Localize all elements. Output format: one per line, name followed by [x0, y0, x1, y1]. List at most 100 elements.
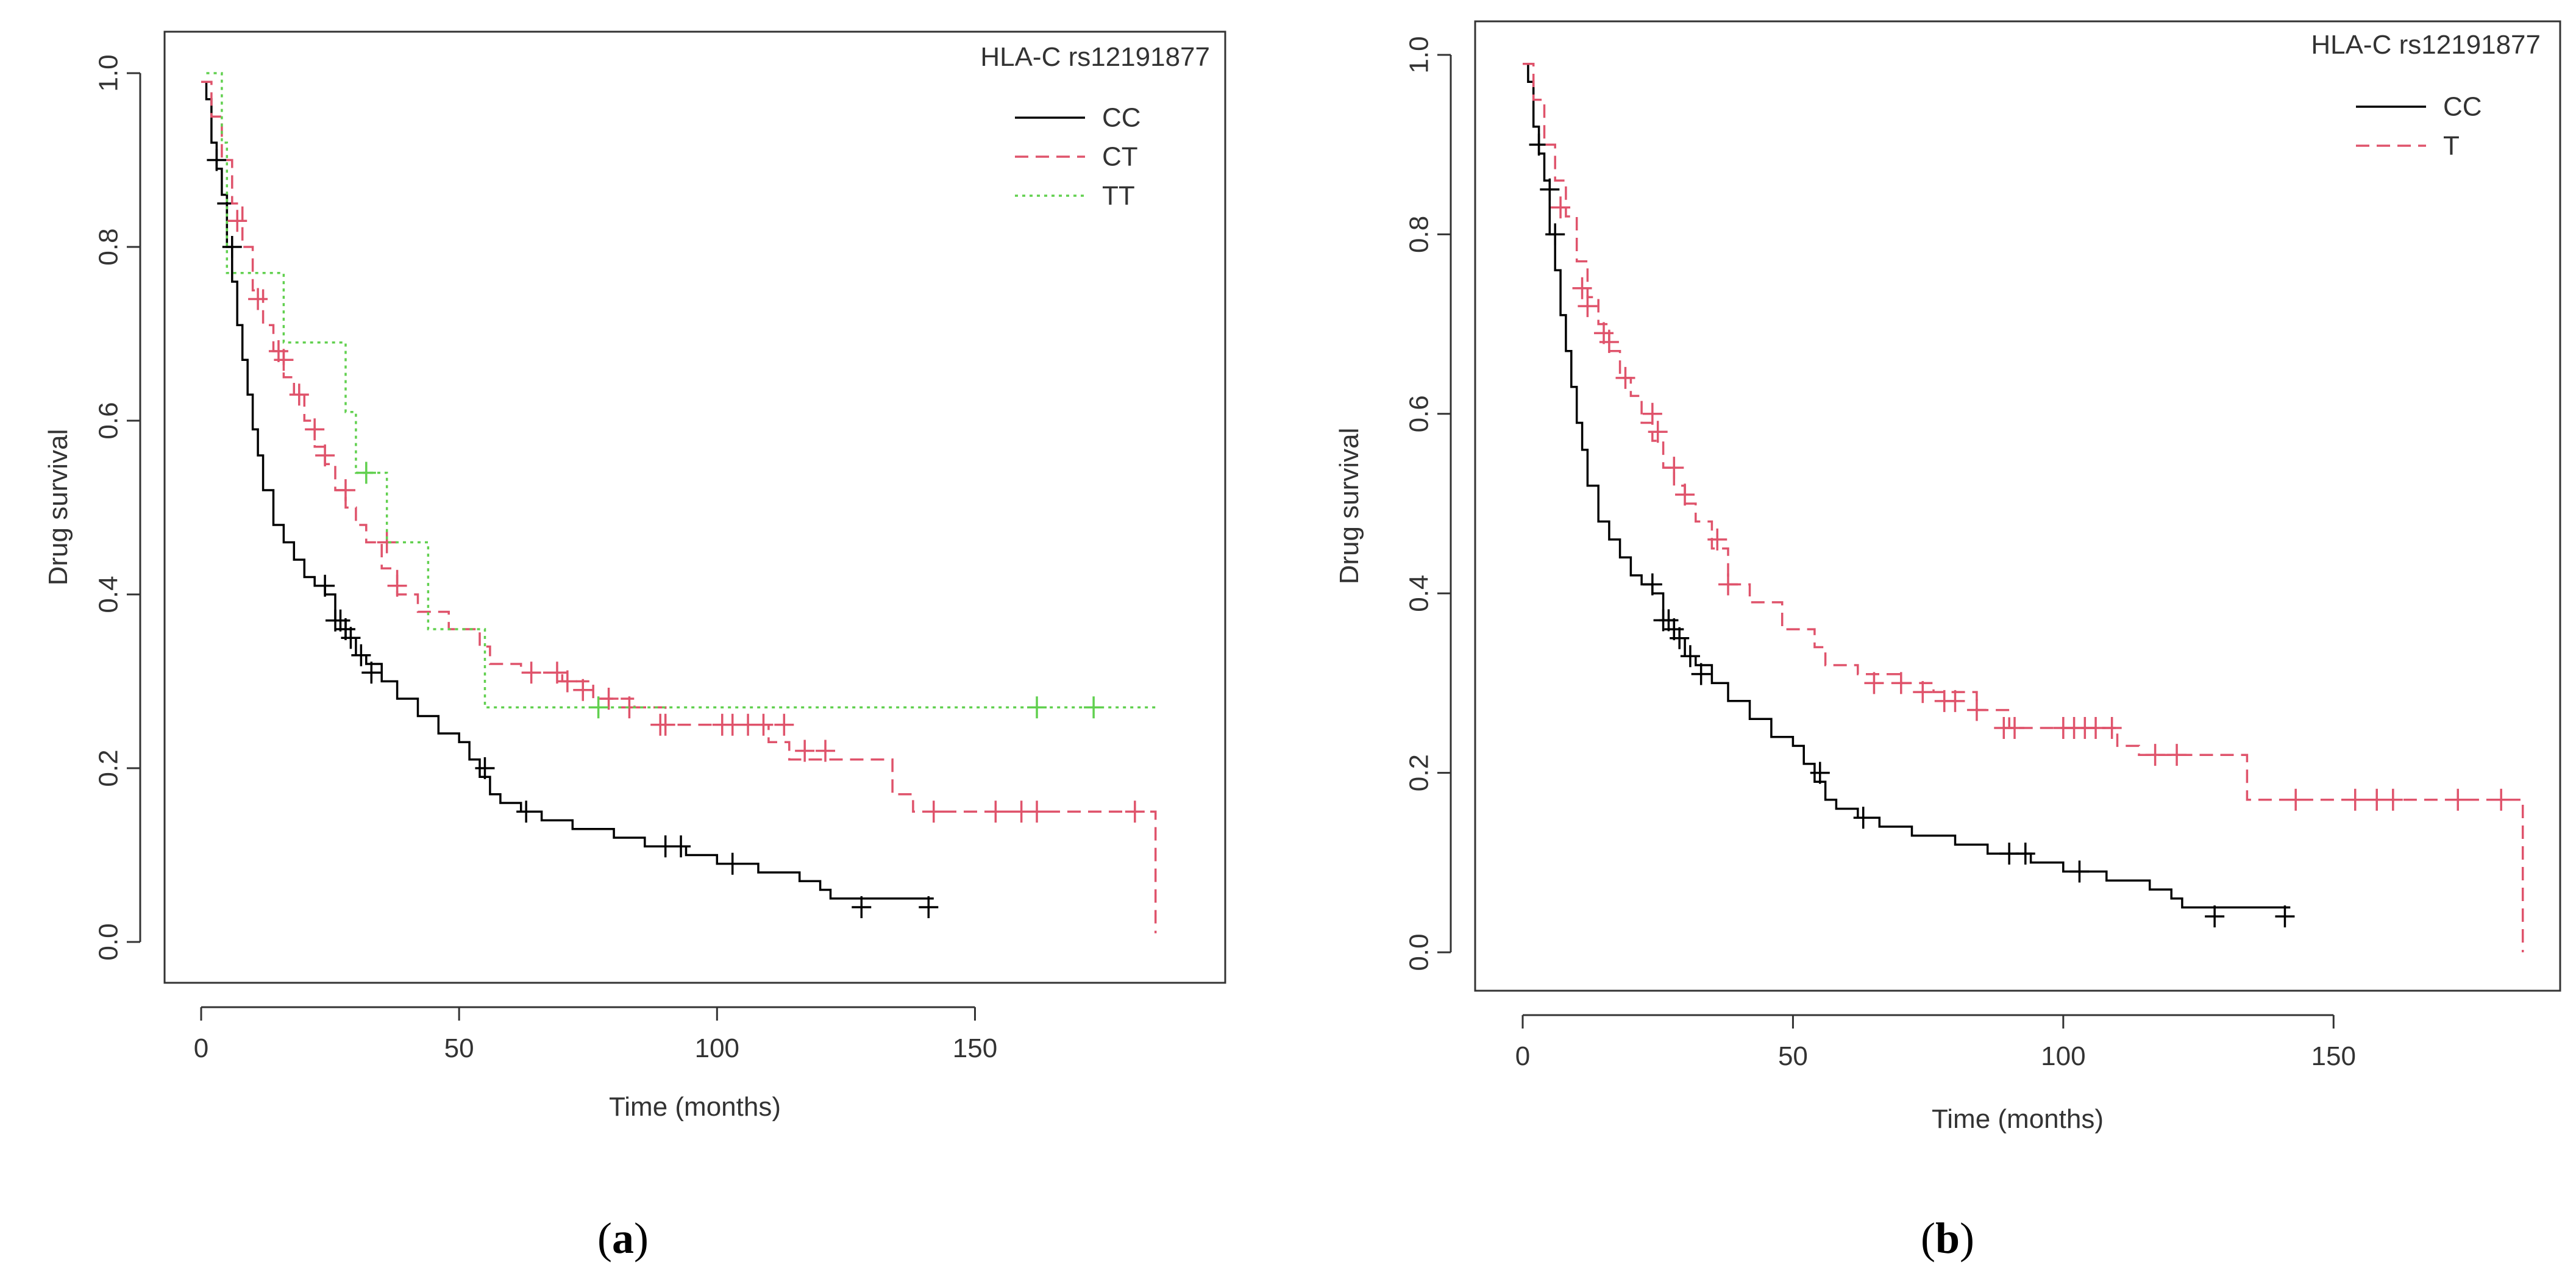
censor-mark-cc [671, 835, 691, 858]
censor-mark-t [2167, 744, 2187, 766]
censor-mark-t [1913, 681, 1933, 704]
censor-mark-ct [599, 688, 619, 710]
censor-mark-ct [923, 801, 944, 823]
censor-mark-cc [1664, 618, 1684, 641]
censor-mark-t [1966, 699, 1987, 721]
censor-mark-t [1707, 528, 1727, 551]
x-tick-label: 100 [695, 1033, 739, 1063]
censor-mark-cc [1670, 627, 1690, 649]
censor-mark-cc [341, 627, 361, 649]
x-tick-label: 150 [2311, 1041, 2356, 1071]
censor-mark-cc [1659, 609, 1679, 632]
series-line-ct [201, 80, 1157, 933]
censor-mark-cc [852, 896, 872, 918]
censor-mark-cc [222, 236, 242, 258]
x-tick-label: 0 [194, 1033, 208, 1063]
legend-label-t: T [2443, 131, 2460, 161]
x-tick-label: 0 [1515, 1041, 1530, 1071]
censor-mark-cc [1680, 645, 1700, 668]
censor-mark-ct [816, 740, 836, 762]
censor-mark-cc [2069, 860, 2090, 883]
censor-mark-cc [207, 149, 227, 171]
x-axis-label: Time (months) [1932, 1104, 2104, 1134]
censor-mark-t [1718, 573, 1738, 596]
x-tick-label: 50 [1778, 1041, 1808, 1071]
y-tick-label: 0.0 [1404, 933, 1434, 971]
censor-mark-cc [335, 618, 355, 640]
censor-mark-ct [795, 740, 815, 762]
censor-mark-tt [588, 696, 608, 719]
censor-mark-ct [1125, 801, 1145, 823]
censor-mark-t [1664, 457, 1684, 479]
censor-mark-cc [330, 609, 350, 632]
legend-title: HLA-C rs12191877 [980, 42, 1210, 72]
censor-mark-ct [289, 383, 309, 406]
censor-mark-t [2345, 788, 2365, 811]
censor-mark-ct [248, 288, 268, 310]
legend-label-cc: CC [2443, 92, 2482, 122]
censor-mark-ct [557, 670, 577, 693]
plot-frame [163, 30, 1226, 984]
chart-panel-b: 0 50 100 150 0.0 0.2 0.4 0.6 0.8 1.0 Time (months)… [1334, 20, 2561, 1134]
censor-mark-ct [377, 531, 397, 554]
censor-mark-ct [268, 340, 288, 362]
censor-mark-t [2005, 717, 2025, 739]
censor-mark-t [1615, 366, 1635, 389]
censor-mark-cc [919, 896, 939, 918]
censor-mark-t [2145, 744, 2165, 766]
y-tick-label: 0.6 [1404, 395, 1434, 432]
censor-mark-ct [387, 574, 407, 597]
censor-mark-t [1599, 331, 1619, 354]
y-tick-label: 0.8 [94, 228, 124, 265]
censor-mark-cc [2205, 905, 2225, 928]
series-line-t [1523, 62, 2524, 952]
censor-mark-t [2286, 788, 2306, 811]
series-line-cc [1523, 62, 2291, 909]
censor-mark-t [1578, 295, 1598, 318]
censor-mark-cc [1691, 663, 1711, 685]
censor-mark-ct [655, 713, 675, 736]
y-tick-label: 1.0 [94, 54, 124, 91]
censor-mark-cc [1810, 761, 1830, 784]
x-tick-label: 50 [444, 1033, 474, 1063]
chart-panel-a: 0 50 100 150 0.0 0.2 0.4 0.6 0.8 1.0 Time (months)… [43, 30, 1226, 1122]
censor-mark-ct [573, 679, 593, 701]
censor-mark-ct [227, 210, 247, 232]
censor-mark-tt [1027, 696, 1047, 719]
censor-mark-ct [547, 661, 567, 684]
y-axis-label: Drug survival [43, 429, 73, 586]
censor-mark-ct [753, 713, 774, 736]
censor-mark-t [1594, 322, 1614, 344]
censor-mark-cc [1545, 223, 1565, 246]
censor-mark-t [1945, 690, 1965, 712]
censor-mark-cc [2015, 843, 2035, 865]
censor-mark-t [2448, 788, 2468, 811]
censor-mark-t [1675, 483, 1695, 506]
censor-mark-t [1864, 672, 1884, 694]
censor-mark-t [1648, 421, 1668, 443]
censor-mark-t [2491, 788, 2511, 811]
censor-mark-cc [722, 852, 742, 875]
y-axis-label: Drug survival [1334, 428, 1364, 585]
censor-mark-cc [1642, 573, 1662, 596]
censor-mark-cc [475, 757, 495, 779]
legend-label-tt: TT [1102, 181, 1135, 211]
legend-label-ct: CT [1102, 142, 1138, 172]
censor-mark-cc [2275, 905, 2295, 928]
legend-title: HLA-C rs12191877 [2311, 30, 2541, 60]
x-tick-label: 100 [2041, 1041, 2085, 1071]
censor-mark-t [1572, 277, 1592, 299]
series-line-cc [201, 80, 934, 900]
censor-mark-t [2102, 717, 2122, 739]
censor-mark-ct [521, 661, 541, 684]
censor-mark-tt [1084, 696, 1104, 719]
censor-mark-cc [516, 801, 536, 823]
censor-mark-ct [774, 713, 794, 736]
y-tick-label: 0.8 [1404, 216, 1434, 253]
panel-label-a: (a) [597, 1214, 649, 1263]
y-tick-label: 0.2 [94, 749, 124, 786]
y-tick-label: 0.0 [94, 923, 124, 960]
y-tick-label: 0.6 [94, 402, 124, 439]
censor-mark-cc [361, 661, 382, 684]
